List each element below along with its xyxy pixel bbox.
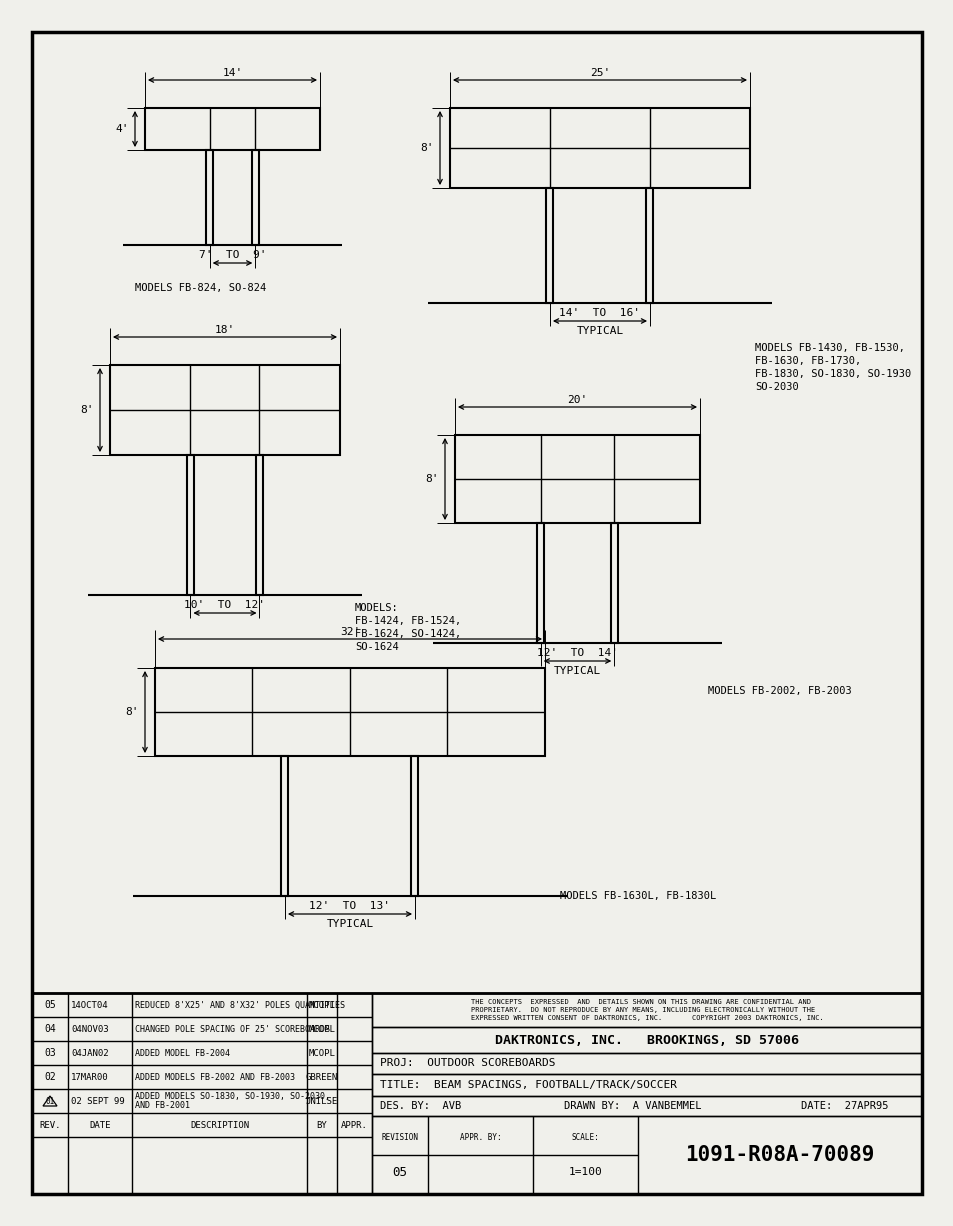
Text: 05: 05: [392, 1166, 407, 1178]
Text: SO-1624: SO-1624: [355, 642, 398, 652]
Text: 20': 20': [567, 395, 587, 405]
Text: DATE:  27APR95: DATE: 27APR95: [801, 1101, 887, 1111]
Text: 12'  TO  14': 12' TO 14': [537, 649, 618, 658]
Bar: [646, 188, 653, 303]
Text: MODELS:: MODELS:: [355, 603, 398, 613]
Bar: [610, 524, 618, 642]
Text: 01: 01: [46, 1097, 54, 1107]
Bar: [546, 188, 553, 303]
Text: APPR. BY:: APPR. BY:: [459, 1133, 500, 1141]
Text: 14': 14': [222, 67, 242, 78]
Text: 04: 04: [44, 1024, 56, 1034]
Text: 14'  TO  16': 14' TO 16': [558, 308, 639, 318]
Text: BY: BY: [316, 1121, 327, 1129]
Text: APPR.: APPR.: [341, 1121, 368, 1129]
Text: FB-1630, FB-1730,: FB-1630, FB-1730,: [754, 356, 861, 367]
Text: JNILSE: JNILSE: [306, 1096, 337, 1106]
Bar: [537, 524, 543, 642]
Text: 17MAR00: 17MAR00: [71, 1073, 109, 1081]
Text: 7'  TO  9': 7' TO 9': [198, 250, 266, 260]
Bar: [372, 993, 921, 1027]
Text: AND FB-2001: AND FB-2001: [135, 1101, 190, 1111]
Text: FB-1624, SO-1424,: FB-1624, SO-1424,: [355, 629, 460, 639]
Text: FB-1424, FB-1524,: FB-1424, FB-1524,: [355, 615, 460, 626]
Text: 04NOV03: 04NOV03: [71, 1025, 109, 1034]
Text: 1=100: 1=100: [568, 1167, 601, 1177]
Text: MCOPL: MCOPL: [308, 1048, 335, 1058]
Text: REDUCED 8'X25' AND 8'X32' POLES QUANTITIES: REDUCED 8'X25' AND 8'X32' POLES QUANTITI…: [135, 1000, 345, 1009]
Text: MCOPL: MCOPL: [308, 1000, 335, 1009]
Text: 25': 25': [589, 67, 610, 78]
Text: 4': 4': [115, 124, 129, 134]
Text: 14OCT04: 14OCT04: [71, 1000, 109, 1009]
Bar: [145, 108, 319, 150]
Text: DESCRIPTION: DESCRIPTION: [190, 1121, 249, 1129]
Text: 1091-R08A-70089: 1091-R08A-70089: [684, 1145, 874, 1165]
Bar: [32, 993, 921, 1194]
Text: 03: 03: [44, 1048, 56, 1058]
Text: DATE: DATE: [90, 1121, 111, 1129]
Text: 05: 05: [44, 1000, 56, 1010]
Text: DRAWN BY:  A VANBEMMEL: DRAWN BY: A VANBEMMEL: [564, 1101, 701, 1111]
Bar: [255, 455, 263, 595]
Bar: [252, 150, 258, 245]
Text: 12'  TO  13': 12' TO 13': [309, 901, 390, 911]
Text: DAKTRONICS, INC.   BROOKINGS, SD 57006: DAKTRONICS, INC. BROOKINGS, SD 57006: [495, 1034, 799, 1047]
Text: ADDED MODELS FB-2002 AND FB-2003: ADDED MODELS FB-2002 AND FB-2003: [135, 1073, 294, 1081]
Text: MODELS FB-1430, FB-1530,: MODELS FB-1430, FB-1530,: [754, 343, 904, 353]
Bar: [372, 1053, 921, 1074]
Bar: [110, 365, 339, 455]
Text: DES. BY:  AVB: DES. BY: AVB: [379, 1101, 460, 1111]
Text: TYPICAL: TYPICAL: [576, 326, 623, 336]
Text: MODELS FB-1630L, FB-1830L: MODELS FB-1630L, FB-1830L: [559, 891, 716, 901]
Text: 10'  TO  12': 10' TO 12': [184, 600, 265, 611]
Text: 02 SEPT 99: 02 SEPT 99: [71, 1096, 125, 1106]
Text: FB-1830, SO-1830, SO-1930: FB-1830, SO-1830, SO-1930: [754, 369, 910, 379]
Bar: [450, 108, 749, 188]
Text: SCALE:: SCALE:: [571, 1133, 598, 1141]
Bar: [455, 435, 700, 524]
Text: PROJ:  OUTDOOR SCOREBOARDS: PROJ: OUTDOOR SCOREBOARDS: [379, 1058, 555, 1069]
Bar: [281, 756, 288, 896]
Text: GBREEN: GBREEN: [306, 1073, 337, 1081]
Text: TYPICAL: TYPICAL: [554, 666, 600, 676]
Text: 8': 8': [80, 405, 94, 414]
Bar: [372, 1027, 921, 1053]
Bar: [154, 668, 544, 756]
Text: CHANGED POLE SPACING OF 25' SCOREBOARDS: CHANGED POLE SPACING OF 25' SCOREBOARDS: [135, 1025, 330, 1034]
Text: TYPICAL: TYPICAL: [326, 920, 374, 929]
Text: MODELS FB-824, SO-824: MODELS FB-824, SO-824: [135, 283, 266, 293]
Text: 32': 32': [339, 626, 359, 638]
Bar: [372, 1096, 921, 1116]
Bar: [372, 1074, 921, 1096]
Text: THE CONCEPTS  EXPRESSED  AND  DETAILS SHOWN ON THIS DRAWING ARE CONFIDENTIAL AND: THE CONCEPTS EXPRESSED AND DETAILS SHOWN…: [470, 999, 822, 1021]
Text: 8': 8': [126, 707, 139, 717]
Text: MCOPL: MCOPL: [308, 1025, 335, 1034]
Bar: [206, 150, 213, 245]
Text: 02: 02: [44, 1072, 56, 1083]
Text: 8': 8': [425, 474, 438, 484]
Bar: [372, 1116, 921, 1194]
Text: 18': 18': [214, 325, 234, 335]
Text: 8': 8': [420, 143, 434, 153]
Text: TITLE:  BEAM SPACINGS, FOOTBALL/TRACK/SOCCER: TITLE: BEAM SPACINGS, FOOTBALL/TRACK/SOC…: [379, 1080, 677, 1090]
Text: REVISION: REVISION: [381, 1133, 418, 1141]
Text: 04JAN02: 04JAN02: [71, 1048, 109, 1058]
Text: ADDED MODELS SO-1830, SO-1930, SO-2030,: ADDED MODELS SO-1830, SO-1930, SO-2030,: [135, 1091, 330, 1101]
Bar: [411, 756, 418, 896]
Text: SO-2030: SO-2030: [754, 383, 798, 392]
Text: REV.: REV.: [39, 1121, 61, 1129]
Text: MODELS FB-2002, FB-2003: MODELS FB-2002, FB-2003: [707, 687, 851, 696]
Bar: [187, 455, 193, 595]
Text: ADDED MODEL FB-2004: ADDED MODEL FB-2004: [135, 1048, 230, 1058]
